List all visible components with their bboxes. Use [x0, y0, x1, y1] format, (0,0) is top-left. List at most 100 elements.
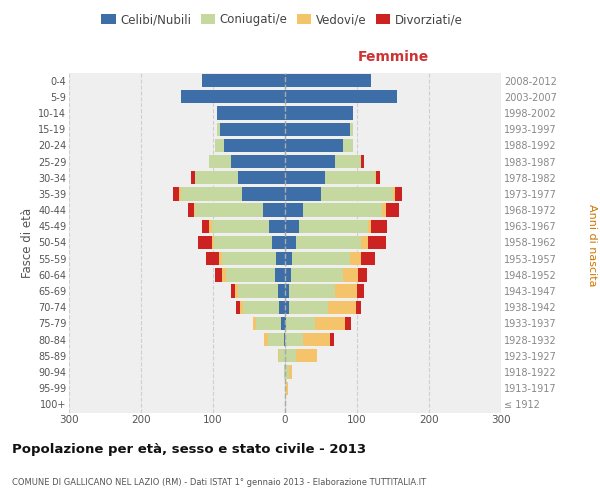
Bar: [285, 204, 303, 217]
Bar: [231, 284, 235, 298]
Bar: [325, 171, 375, 184]
Bar: [289, 366, 292, 378]
Bar: [279, 300, 285, 314]
Bar: [268, 333, 284, 346]
Bar: [209, 155, 231, 168]
Bar: [346, 317, 351, 330]
Bar: [264, 333, 268, 346]
Bar: [235, 284, 238, 298]
Bar: [291, 268, 343, 281]
Bar: [361, 252, 375, 266]
Bar: [285, 236, 296, 249]
Bar: [215, 138, 224, 152]
Bar: [376, 171, 380, 184]
Bar: [361, 236, 368, 249]
Text: Popolazione per età, sesso e stato civile - 2013: Popolazione per età, sesso e stato civil…: [12, 442, 366, 456]
Bar: [357, 284, 364, 298]
Y-axis label: Fasce di età: Fasce di età: [20, 208, 34, 278]
Bar: [335, 284, 357, 298]
Bar: [382, 204, 386, 217]
Bar: [223, 252, 277, 266]
Bar: [285, 122, 350, 136]
Bar: [299, 220, 368, 233]
Bar: [279, 349, 285, 362]
Bar: [281, 317, 285, 330]
Bar: [361, 155, 364, 168]
Bar: [217, 122, 220, 136]
Bar: [285, 171, 325, 184]
Bar: [206, 252, 219, 266]
Bar: [285, 155, 335, 168]
Bar: [223, 268, 226, 281]
Bar: [285, 349, 296, 362]
Bar: [209, 220, 212, 233]
Bar: [212, 236, 214, 249]
Bar: [368, 220, 371, 233]
Bar: [285, 300, 289, 314]
Bar: [285, 252, 292, 266]
Bar: [285, 333, 303, 346]
Bar: [256, 317, 281, 330]
Bar: [238, 284, 278, 298]
Bar: [350, 122, 353, 136]
Bar: [278, 284, 285, 298]
Bar: [328, 300, 356, 314]
Bar: [289, 284, 335, 298]
Bar: [198, 236, 212, 249]
Bar: [179, 188, 181, 200]
Bar: [321, 188, 393, 200]
Bar: [335, 155, 361, 168]
Bar: [272, 236, 285, 249]
Bar: [217, 106, 285, 120]
Bar: [238, 171, 285, 184]
Bar: [292, 252, 350, 266]
Bar: [343, 138, 353, 152]
Bar: [284, 366, 285, 378]
Bar: [278, 349, 279, 362]
Bar: [358, 268, 367, 281]
Bar: [393, 188, 395, 200]
Bar: [375, 171, 376, 184]
Bar: [181, 90, 285, 104]
Bar: [315, 317, 346, 330]
Bar: [303, 204, 382, 217]
Bar: [285, 268, 291, 281]
Bar: [202, 220, 209, 233]
Bar: [195, 171, 238, 184]
Bar: [343, 268, 358, 281]
Text: Anni di nascita: Anni di nascita: [587, 204, 597, 286]
Bar: [195, 204, 263, 217]
Legend: Celibi/Nubili, Coniugati/e, Vedovi/e, Divorziati/e: Celibi/Nubili, Coniugati/e, Vedovi/e, Di…: [97, 8, 467, 31]
Bar: [285, 220, 299, 233]
Bar: [285, 382, 286, 395]
Bar: [284, 333, 285, 346]
Bar: [239, 300, 243, 314]
Bar: [275, 268, 285, 281]
Bar: [263, 204, 285, 217]
Bar: [194, 204, 195, 217]
Bar: [368, 236, 386, 249]
Bar: [253, 317, 256, 330]
Bar: [202, 74, 285, 87]
Bar: [303, 333, 331, 346]
Bar: [350, 252, 361, 266]
Bar: [285, 74, 371, 87]
Bar: [173, 188, 179, 200]
Bar: [286, 382, 288, 395]
Bar: [371, 220, 387, 233]
Bar: [181, 188, 242, 200]
Bar: [219, 252, 223, 266]
Bar: [395, 188, 403, 200]
Bar: [269, 220, 285, 233]
Bar: [285, 138, 343, 152]
Bar: [242, 188, 285, 200]
Bar: [214, 236, 272, 249]
Bar: [285, 188, 321, 200]
Bar: [236, 300, 239, 314]
Text: COMUNE DI GALLICANO NEL LAZIO (RM) - Dati ISTAT 1° gennaio 2013 - Elaborazione T: COMUNE DI GALLICANO NEL LAZIO (RM) - Dat…: [12, 478, 426, 487]
Bar: [226, 268, 275, 281]
Bar: [356, 300, 361, 314]
Bar: [285, 90, 397, 104]
Bar: [296, 236, 361, 249]
Bar: [231, 155, 285, 168]
